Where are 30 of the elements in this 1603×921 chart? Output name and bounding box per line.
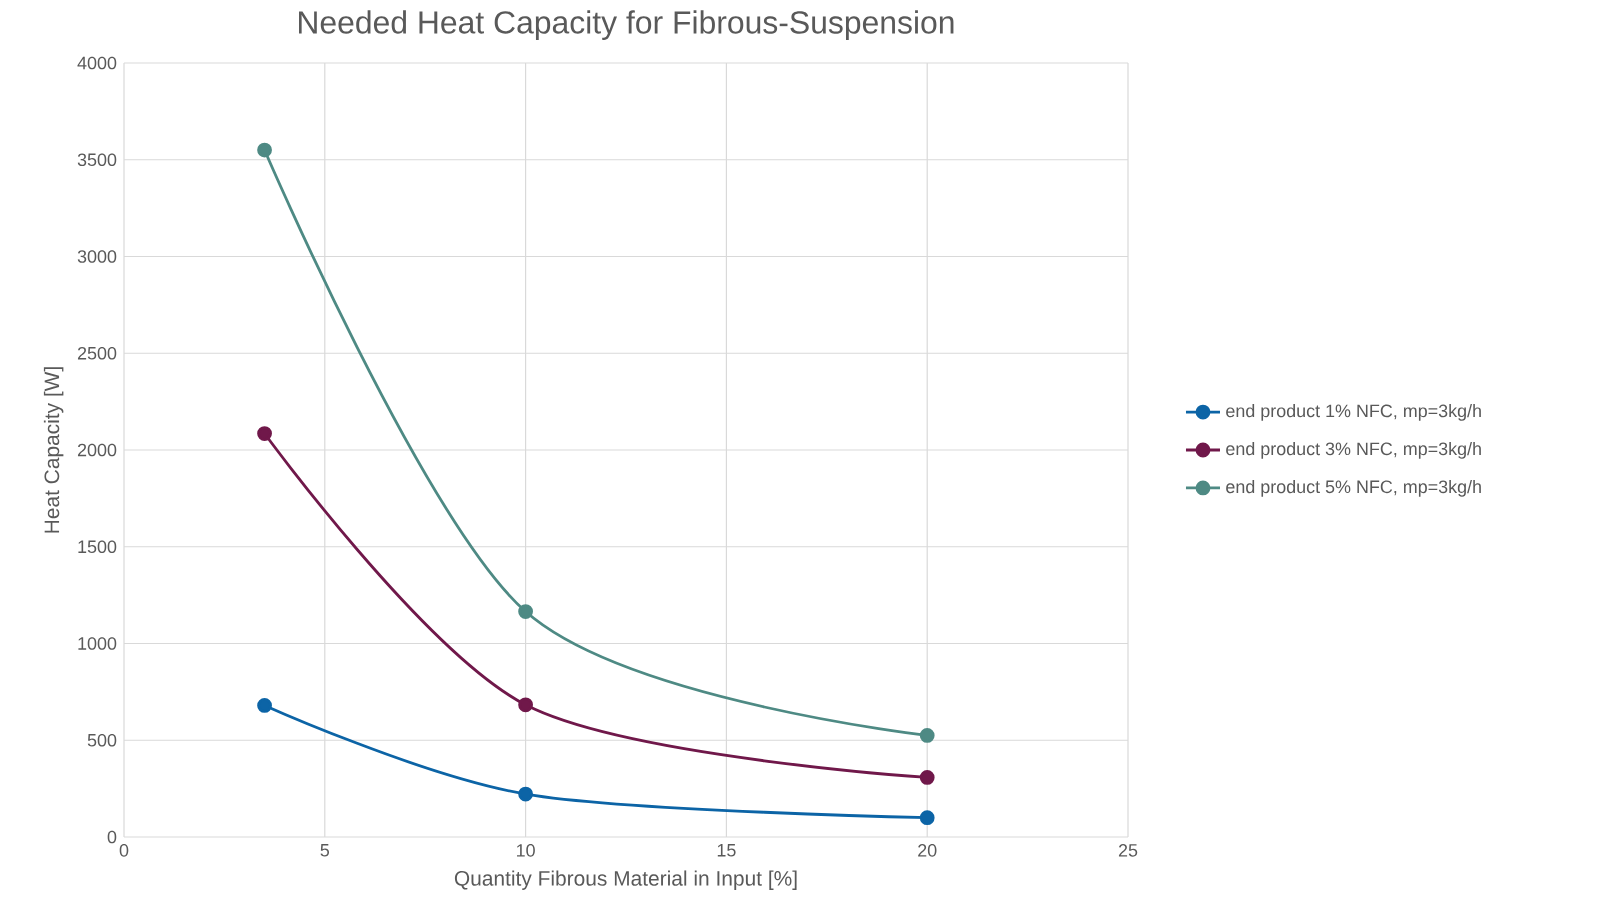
point bbox=[257, 426, 272, 441]
x-tick-label: 20 bbox=[918, 844, 937, 857]
y-tick-label: 3500 bbox=[77, 153, 117, 167]
x-tick-label: 5 bbox=[320, 844, 330, 857]
point bbox=[257, 142, 272, 158]
point bbox=[919, 728, 935, 743]
x-axis-title: Quantity Fibrous Material in Input [%] bbox=[454, 870, 797, 890]
x-tick-label: 25 bbox=[1118, 844, 1138, 857]
chart-title: Needed Heat Capacity for Fibrous-Suspension bbox=[299, 10, 954, 41]
x-tick-label: 15 bbox=[717, 844, 736, 857]
y-tick-label: 1500 bbox=[78, 540, 117, 554]
x-tick-label: 10 bbox=[517, 844, 535, 857]
y-tick-label: 500 bbox=[87, 733, 117, 747]
point bbox=[518, 604, 533, 619]
y-tick-label: 3000 bbox=[77, 250, 117, 263]
y-tick-label: 0 bbox=[107, 830, 117, 844]
y-tick-label: 2000 bbox=[77, 443, 117, 457]
y-axis-title: Heat Capacity [W] bbox=[43, 367, 64, 533]
legend-label: end product 3% NFC, mp=3kg/h bbox=[1226, 442, 1481, 459]
point bbox=[257, 698, 272, 713]
y-tick-label: 1000 bbox=[78, 637, 117, 650]
legend-label: end product 1% NFC, mp=3kg/h bbox=[1226, 404, 1481, 421]
point bbox=[518, 697, 533, 713]
point bbox=[919, 810, 935, 826]
x-tick-label: 0 bbox=[119, 844, 129, 857]
y-tick-label: 2500 bbox=[77, 346, 117, 360]
y-tick-label: 4000 bbox=[77, 56, 117, 70]
point bbox=[919, 770, 935, 785]
point bbox=[518, 786, 533, 802]
legend-label: end product 5% NFC, mp=3kg/h bbox=[1226, 479, 1481, 497]
